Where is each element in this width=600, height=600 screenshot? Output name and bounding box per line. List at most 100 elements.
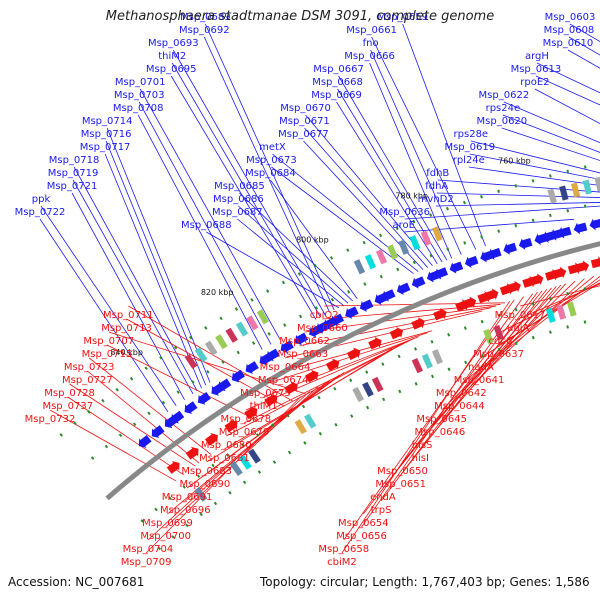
cog-block-forward — [582, 179, 592, 195]
forward-gene-arrow — [464, 255, 479, 268]
gene-label: fdhA — [425, 181, 448, 192]
gene-label: aroE — [392, 220, 414, 231]
cog-block-forward — [432, 226, 443, 242]
reverse-gene-arrow — [545, 268, 559, 281]
gene-label: Msp_0663 — [277, 349, 328, 360]
cog-block-forward — [398, 239, 410, 255]
leader-line — [370, 49, 462, 255]
reverse-gene-arrow — [477, 291, 492, 304]
leader-line — [171, 62, 321, 318]
reverse-gene-arrow — [264, 393, 278, 407]
leader-line — [72, 179, 194, 395]
leader-line — [437, 179, 600, 193]
gene-label: ppk — [32, 194, 51, 205]
reverse-gene-arrow — [567, 262, 582, 275]
cog-block-forward — [409, 235, 421, 251]
cog-block-reverse — [371, 376, 384, 393]
track-ring — [132, 283, 600, 530]
leader-line — [88, 357, 212, 455]
leader-line — [104, 153, 202, 389]
gene-label: Msp_0603 — [545, 12, 596, 23]
gene-label: nadA — [468, 362, 494, 373]
gene-label: Msp_0608 — [544, 25, 595, 36]
gene-label: Msp_0686 — [213, 194, 264, 205]
cog-block-forward — [184, 353, 198, 369]
track-rings — [55, 162, 600, 554]
reverse-gene-arrow — [411, 317, 425, 330]
gene-label: Msp_0675 — [240, 388, 291, 399]
gene-label: cbiM2 — [327, 557, 357, 568]
cog-block-reverse — [431, 349, 443, 365]
gene-label: ubiA — [507, 323, 529, 334]
forward-gene-arrow — [374, 292, 389, 305]
forward-gene-arrow — [211, 382, 225, 396]
gene-label: Msp_0691 — [162, 492, 213, 503]
gene-label: Msp_0684 — [245, 168, 296, 179]
kbp-tick-label: 820 kbp — [201, 288, 234, 297]
gene-label: Msp_0651 — [375, 479, 426, 490]
forward-gene-arrow — [164, 415, 178, 429]
gene-label: Msp_0707 — [83, 336, 134, 347]
reverse-gene-arrow — [166, 461, 180, 474]
genome-stats-label: Topology: circular; Length: 1,767,403 bp… — [260, 575, 590, 589]
forward-gene-arrow — [396, 282, 411, 296]
leader-line — [336, 101, 438, 265]
gene-label: cdc6 — [489, 336, 513, 347]
gene-label: Msp_0659 — [377, 12, 428, 23]
gene-label: rps24e — [486, 103, 521, 114]
gene-label: endA — [370, 492, 396, 503]
gene-label: Msp_0709 — [121, 557, 172, 568]
gene-label: Msp_0704 — [123, 544, 174, 555]
leader-line — [108, 331, 306, 395]
leader-line — [204, 23, 335, 311]
gene-label: Msp_0636 — [379, 207, 430, 218]
forward-gene-arrow — [449, 261, 464, 274]
gene-label: fdhB — [426, 168, 449, 179]
kbp-tick-label: 800 kbp — [296, 236, 329, 245]
cog-block-reverse — [493, 325, 504, 341]
cog-block-reverse — [483, 328, 494, 345]
cog-block-forward — [420, 230, 432, 246]
forward-gene-arrow — [294, 332, 309, 346]
leader-line — [380, 291, 538, 502]
gene-label: Msp_0671 — [279, 116, 330, 127]
cog-block-forward — [375, 249, 388, 265]
gene-label: Msp_0680 — [201, 440, 252, 451]
gene-label: Msp_0722 — [15, 207, 66, 218]
gene-label: Msp_0681 — [199, 453, 250, 464]
gene-label: Msp_0727 — [62, 375, 113, 386]
forward-gene-arrow — [345, 306, 359, 319]
forward-gene-arrow — [245, 361, 259, 374]
reverse-gene-arrow — [389, 326, 404, 340]
leader-line — [468, 166, 600, 186]
gene-label: rpoE2 — [520, 77, 549, 88]
cog-block-reverse — [194, 486, 208, 502]
gene-label: Msp_0620 — [477, 116, 528, 127]
leader-line — [536, 62, 600, 94]
leader-line — [138, 101, 272, 345]
gene-label: Msp_0673 — [246, 155, 297, 166]
reverse-gene-arrow — [284, 381, 298, 395]
kbp-tick-label: 760 kbp — [498, 156, 531, 165]
gene-label: Msp_0737 — [42, 401, 93, 412]
leader-line — [137, 114, 263, 350]
forward-gene-arrow — [197, 392, 211, 405]
gene-label: Msp_0717 — [80, 142, 131, 153]
cog-block-reverse — [294, 419, 307, 435]
gene-label: thiM1 — [250, 401, 278, 412]
gene-label: Msp_0692 — [179, 25, 230, 36]
genome-backbone — [105, 241, 600, 501]
reverse-gene-arrow — [224, 419, 238, 433]
leader-line — [167, 381, 327, 515]
leader-line — [145, 395, 302, 554]
cog-block-reverse — [545, 307, 556, 323]
forward-gene-arrow — [573, 222, 588, 235]
gene-label: Msp_0654 — [338, 518, 389, 529]
gene-label: Msp_0656 — [336, 531, 387, 542]
kbp-tick-label: 840 kbp — [110, 348, 143, 357]
leader-line — [503, 101, 600, 144]
leader-line — [203, 36, 331, 313]
forward-gene-arrow — [280, 340, 294, 354]
gene-label: fno — [363, 38, 379, 49]
forward-gene-arrow — [534, 233, 549, 246]
